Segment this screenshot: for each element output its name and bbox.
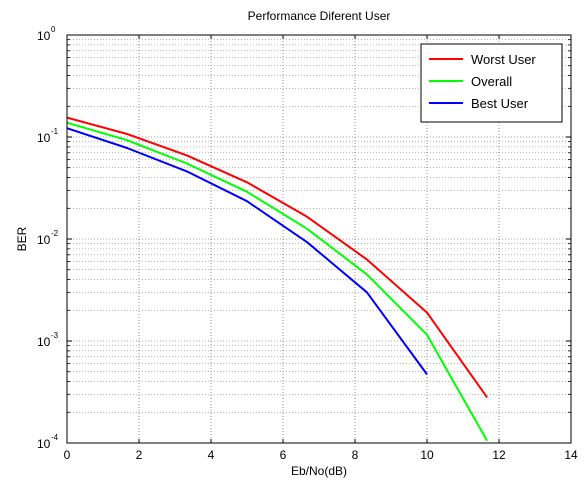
legend-label: Best User	[471, 96, 529, 111]
chart-title: Performance Diferent User	[248, 9, 391, 23]
y-axis-label: BER	[15, 226, 29, 251]
x-tick-label: 4	[208, 448, 215, 462]
y-tick-base: 10	[37, 437, 51, 451]
y-tick-label: 10 0	[37, 25, 56, 43]
y-tick-exponent: -2	[51, 229, 59, 238]
x-tick-label: 8	[352, 448, 359, 462]
y-tick-base: 10	[37, 335, 51, 349]
legend-box	[420, 43, 563, 123]
x-tick-label: 10	[420, 448, 434, 462]
y-tick-label: 10 -3	[37, 331, 59, 349]
y-tick-base: 10	[37, 233, 51, 247]
y-tick-exponent: -4	[51, 433, 59, 442]
series-line-worst-user	[66, 116, 488, 398]
y-tick-label: 10 -1	[37, 127, 59, 145]
legend-label: Overall	[471, 74, 512, 89]
series-layer	[66, 116, 488, 442]
series-line-overall	[66, 121, 488, 442]
x-tick-label: 12	[492, 448, 506, 462]
x-tick-label: 6	[280, 448, 287, 462]
x-tick-label: 14	[564, 448, 578, 462]
y-tick-base: 10	[37, 131, 51, 145]
y-tick-label: 10 -4	[37, 433, 59, 451]
series-line-best-user	[66, 127, 428, 375]
legend-label: Worst User	[471, 52, 536, 67]
x-tick-label: 0	[64, 448, 71, 462]
x-axis-label: Eb/No(dB)	[291, 464, 347, 478]
y-tick-exponent: 0	[51, 25, 56, 34]
y-tick-label: 10 -2	[37, 229, 59, 247]
legend: Worst User Overall Best User	[420, 43, 563, 123]
y-tick-exponent: -3	[51, 331, 59, 340]
x-tick-label: 2	[136, 448, 143, 462]
y-tick-base: 10	[37, 29, 51, 43]
y-tick-exponent: -1	[51, 127, 59, 136]
